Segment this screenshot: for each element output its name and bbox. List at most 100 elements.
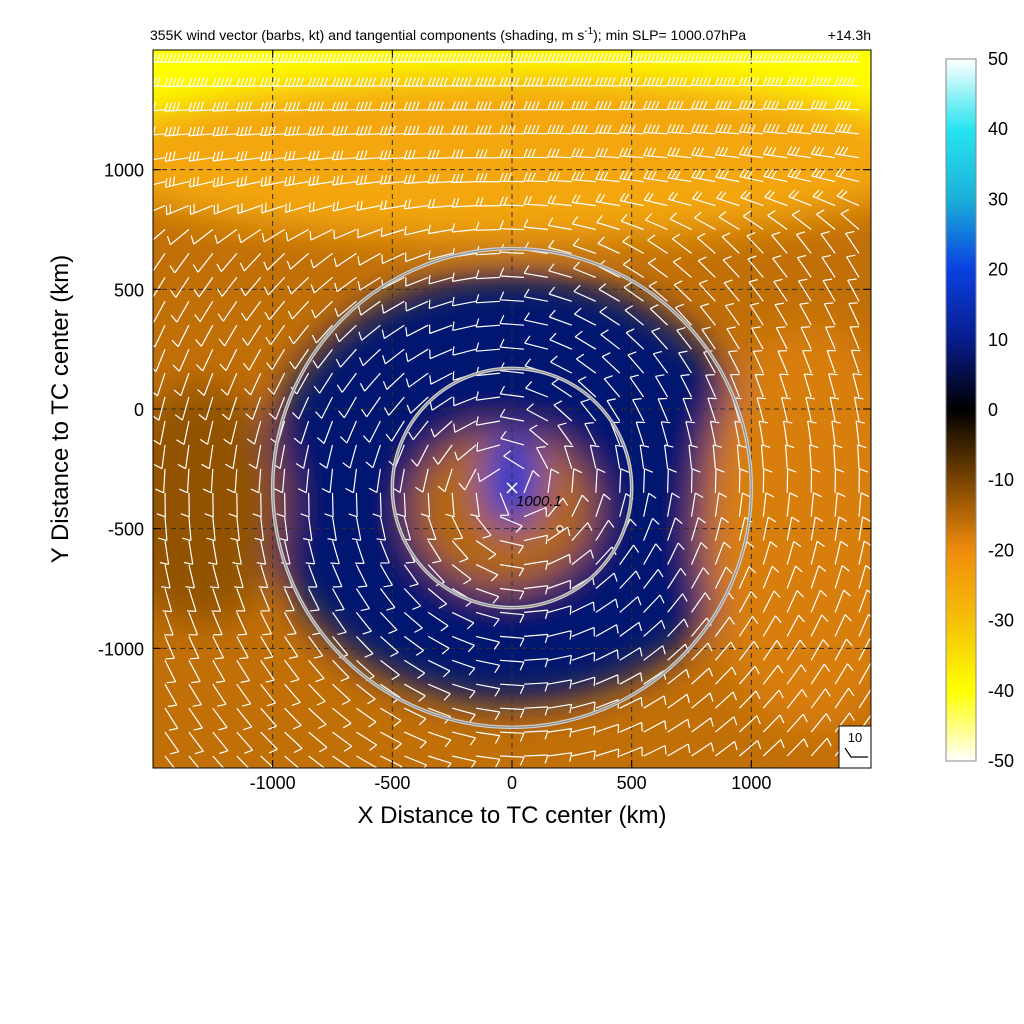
wind-barb	[739, 168, 764, 183]
wind-barb	[499, 338, 525, 350]
wind-barb	[427, 53, 453, 63]
wind-barb	[810, 76, 836, 87]
wind-barb	[153, 301, 166, 323]
wind-barb	[324, 492, 334, 518]
wind-barb	[810, 639, 830, 661]
wind-barb	[284, 150, 309, 161]
wind-barb	[857, 444, 867, 469]
wind-barb	[332, 612, 347, 635]
wind-barb	[312, 348, 333, 369]
wind-barb	[831, 420, 841, 445]
wind-barb	[308, 150, 333, 161]
wind-barb	[714, 666, 737, 685]
x-tick-label: -500	[374, 773, 410, 793]
wind-barb	[174, 396, 190, 421]
wind-barb	[825, 326, 836, 350]
wind-barb	[736, 444, 747, 469]
wind-barb	[810, 614, 829, 637]
wind-barb	[212, 77, 237, 88]
chart-title: 355K wind vector (barbs, kt) and tangent…	[150, 26, 746, 43]
wind-barb	[410, 444, 429, 467]
wind-barb	[523, 195, 548, 207]
wind-barb	[738, 146, 764, 159]
wind-barb	[523, 148, 548, 159]
wind-barb	[276, 492, 286, 518]
wind-barb	[379, 53, 405, 63]
wind-barb	[236, 612, 248, 636]
wind-barb	[523, 534, 548, 545]
wind-barb	[619, 124, 644, 135]
wind-barb	[293, 420, 310, 445]
wind-barb	[754, 373, 765, 398]
wind-barb	[403, 77, 429, 87]
wind-barb	[427, 125, 453, 135]
wind-barb	[295, 444, 310, 469]
wind-barb	[673, 280, 692, 302]
wind-barb	[311, 300, 333, 319]
wind-barb	[188, 125, 213, 137]
wind-barb	[287, 276, 310, 295]
wind-barb	[786, 123, 812, 135]
wind-barb	[595, 748, 620, 758]
wind-barb	[236, 150, 261, 162]
wind-barb	[153, 205, 166, 212]
wind-barb	[714, 616, 736, 637]
wind-barb	[724, 302, 740, 326]
wind-barb	[643, 594, 665, 613]
wind-barb	[357, 228, 381, 239]
wind-barb	[762, 492, 775, 517]
wind-barb	[358, 300, 381, 316]
wind-barb	[752, 350, 764, 374]
wind-barb	[403, 588, 422, 610]
wind-barb	[525, 381, 549, 398]
wind-barb	[548, 286, 572, 302]
wind-barb	[810, 123, 836, 135]
wind-barb	[307, 53, 333, 63]
wind-barb	[309, 228, 333, 241]
wind-barb	[170, 301, 190, 323]
x-axis-title: X Distance to TC center (km)	[358, 802, 667, 829]
wind-barb	[714, 541, 732, 565]
wind-barb	[380, 199, 405, 211]
wind-barb	[595, 624, 619, 637]
wind-barb	[577, 376, 597, 398]
wind-barb	[454, 444, 477, 461]
wind-barb	[380, 659, 400, 681]
wind-barb	[331, 101, 357, 112]
wind-barb	[523, 100, 548, 111]
wind-barb	[548, 309, 573, 326]
wind-barb	[788, 189, 812, 207]
wind-barb	[396, 492, 406, 518]
wind-barb	[858, 516, 871, 541]
wind-barb	[595, 147, 620, 159]
wind-barb	[284, 77, 309, 87]
wind-barb	[523, 172, 548, 183]
wind-barb	[243, 372, 262, 396]
wind-barb	[643, 124, 668, 135]
wind-barb	[762, 516, 777, 541]
wind-barb	[428, 299, 453, 310]
wind-barb	[635, 421, 646, 446]
wind-barb	[153, 444, 166, 470]
wind-barb	[762, 714, 785, 733]
wind-barb	[308, 636, 324, 659]
wind-barb	[260, 77, 285, 87]
wind-barb	[694, 211, 716, 231]
wind-barb	[523, 633, 549, 644]
wind-barb	[452, 707, 476, 723]
wind-barb	[162, 588, 173, 613]
wind-barb	[648, 280, 668, 302]
wind-barb	[691, 592, 711, 613]
wind-barb	[475, 221, 501, 231]
wind-barb	[786, 540, 802, 565]
wind-barb	[787, 168, 812, 183]
wind-barb	[188, 53, 213, 63]
wind-barb	[803, 373, 814, 398]
wind-barb	[475, 391, 501, 401]
wind-barb	[709, 420, 720, 446]
wind-barb	[619, 672, 643, 685]
wind-barb	[198, 396, 214, 421]
wind-barb	[833, 444, 843, 469]
wind-barb	[223, 420, 238, 445]
wind-barb	[810, 589, 828, 613]
